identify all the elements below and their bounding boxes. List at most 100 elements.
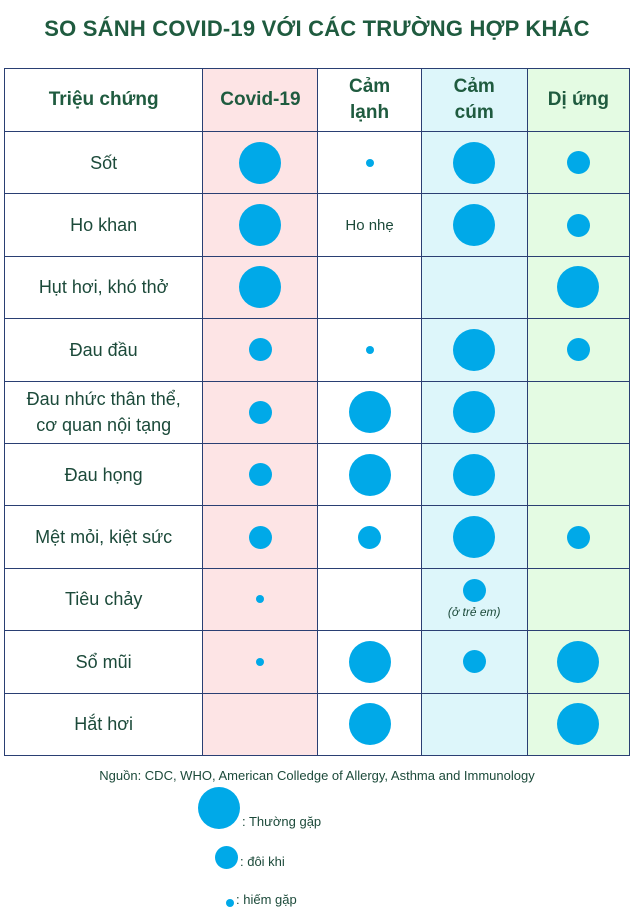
frequency-dot-m xyxy=(566,151,590,175)
cell-content xyxy=(422,453,527,496)
frequency-dot-m xyxy=(462,650,486,674)
cell-content xyxy=(422,204,527,247)
legend-item: : hiếm gặp xyxy=(226,892,297,907)
column-header-flu-label: Cảm cúm xyxy=(453,76,495,123)
cell-subnote: (ở trẻ em) xyxy=(447,605,501,620)
symptom-cell: Sốt xyxy=(3,130,204,195)
cell-cold xyxy=(317,567,422,632)
cell-covid xyxy=(202,130,319,195)
cell-content xyxy=(203,266,317,309)
legend-item: : Thường gặp xyxy=(198,787,321,829)
table-row: Sổ mũi xyxy=(3,630,631,694)
frequency-dot-l xyxy=(557,266,600,309)
cell-flu xyxy=(420,692,528,756)
cell-cold xyxy=(317,505,422,569)
cell-allergy xyxy=(526,193,631,257)
frequency-dot-s xyxy=(365,158,374,167)
table-row: Hắt hơi xyxy=(3,692,631,756)
cell-content xyxy=(318,158,420,167)
table-body: Sốt Ho khan Ho nhẹ Hụt hơi, khó thở Đau đầu Đ… xyxy=(3,130,631,756)
cell-content xyxy=(528,640,629,683)
cell-content xyxy=(528,266,629,309)
column-header-cold: Cảm lạnh xyxy=(317,68,422,132)
symptom-label: Sốt xyxy=(90,152,118,173)
cell-allergy xyxy=(526,130,631,195)
frequency-dot-m xyxy=(248,338,272,362)
legend-dot-l xyxy=(198,787,240,829)
cell-covid xyxy=(202,193,319,257)
frequency-dot-m xyxy=(248,463,272,487)
frequency-dot-l xyxy=(453,453,496,496)
cell-cold xyxy=(317,318,422,382)
source-note: Nguồn: CDC, WHO, American Colledge of Al… xyxy=(99,768,535,783)
cell-content xyxy=(422,516,527,559)
frequency-dot-l xyxy=(453,141,496,184)
symptom-cell: Sổ mũi xyxy=(3,630,204,694)
frequency-dot-l xyxy=(348,391,391,434)
table-row: Ho khan Ho nhẹ xyxy=(3,193,631,257)
cell-flu xyxy=(420,255,528,320)
cell-allergy xyxy=(526,318,631,382)
cell-content xyxy=(318,453,420,496)
cell-flu xyxy=(420,505,528,569)
legend-label: : hiếm gặp xyxy=(236,892,297,907)
cell-covid xyxy=(202,380,319,444)
cell-content xyxy=(528,213,629,237)
frequency-dot-m xyxy=(248,525,272,549)
cell-allergy xyxy=(526,442,631,507)
column-header-covid: Covid-19 xyxy=(202,68,319,132)
cell-note: Ho nhẹ xyxy=(345,216,394,234)
symptom-cell: Ho khan xyxy=(3,193,204,257)
cell-content xyxy=(422,141,527,184)
cell-content xyxy=(422,650,527,674)
cell-cold xyxy=(317,255,422,320)
table-row: Đau nhức thân thể, cơ quan nội tạng xyxy=(3,380,631,444)
symptom-label: Sổ mũi xyxy=(75,651,132,672)
cell-content xyxy=(318,703,420,746)
symptom-label: Đau họng xyxy=(64,464,143,485)
symptom-cell: Đau đầu xyxy=(3,318,204,382)
legend-item: : đôi khi xyxy=(215,846,285,869)
cell-content xyxy=(318,345,420,354)
cell-flu xyxy=(420,630,528,694)
column-header-allergy-label: Dị ứng xyxy=(547,89,610,110)
cell-covid xyxy=(202,318,319,382)
frequency-dot-s xyxy=(256,657,265,666)
column-header-allergy: Dị ứng xyxy=(526,68,631,132)
cell-content xyxy=(203,525,317,549)
cell-content: Ho nhẹ xyxy=(318,217,420,234)
table-row: Mệt mỏi, kiệt sức xyxy=(3,505,631,569)
cell-cold xyxy=(317,380,422,444)
table-row: Đau đầu xyxy=(3,318,631,382)
cell-flu xyxy=(420,442,528,507)
symptom-cell: Đau nhức thân thể, cơ quan nội tạng xyxy=(3,380,204,444)
cell-cold: Ho nhẹ xyxy=(317,193,422,257)
frequency-dot-s xyxy=(256,595,265,604)
cell-covid xyxy=(202,630,319,694)
symptom-label: Đau nhức thân thể, cơ quan nội tạng xyxy=(26,389,181,436)
frequency-dot-m xyxy=(566,338,590,362)
frequency-dot-l xyxy=(239,266,282,309)
cell-covid xyxy=(202,567,319,632)
legend-dot-s xyxy=(226,899,234,907)
cell-covid xyxy=(202,442,319,507)
cell-cold xyxy=(317,630,422,694)
symptom-cell: Hắt hơi xyxy=(3,692,204,756)
cell-content xyxy=(203,338,317,362)
frequency-dot-l xyxy=(453,328,496,371)
column-header-flu: Cảm cúm xyxy=(420,68,528,132)
cell-cold xyxy=(317,130,422,195)
symptom-label: Mệt mỏi, kiệt sức xyxy=(35,527,173,548)
symptom-cell: Đau họng xyxy=(3,442,204,507)
frequency-dot-l xyxy=(557,640,600,683)
cell-content xyxy=(422,328,527,371)
table-row: Đau họng xyxy=(3,442,631,507)
cell-content xyxy=(203,204,317,247)
frequency-dot-s xyxy=(365,345,374,354)
cell-covid xyxy=(202,505,319,569)
cell-flu: (ở trẻ em) xyxy=(420,567,528,632)
cell-cold xyxy=(317,692,422,756)
frequency-dot-l xyxy=(453,516,496,559)
cell-content xyxy=(203,595,317,604)
symptom-label: Hụt hơi, khó thở xyxy=(38,277,169,298)
